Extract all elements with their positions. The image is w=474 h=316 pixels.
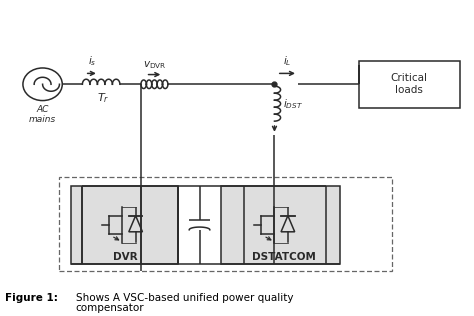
Text: DSTATCOM: DSTATCOM <box>252 252 316 262</box>
Bar <box>71 186 178 264</box>
Text: Figure 1:: Figure 1: <box>5 293 58 303</box>
Text: $i_s$: $i_s$ <box>88 54 96 68</box>
Text: $i_{DST}$: $i_{DST}$ <box>283 97 303 111</box>
Text: Critical
loads: Critical loads <box>391 73 428 95</box>
Bar <box>59 177 392 270</box>
Text: AC
mains: AC mains <box>29 105 56 124</box>
Text: Shows A VSC-based unified power quality: Shows A VSC-based unified power quality <box>76 293 293 303</box>
Text: $i_L$: $i_L$ <box>283 54 292 68</box>
Text: compensator: compensator <box>76 303 145 313</box>
Bar <box>220 186 340 264</box>
Text: $v_{\rm DVR}$: $v_{\rm DVR}$ <box>143 59 166 71</box>
Text: $T_r$: $T_r$ <box>97 91 109 105</box>
Text: DVR: DVR <box>113 252 138 262</box>
Bar <box>359 61 459 107</box>
